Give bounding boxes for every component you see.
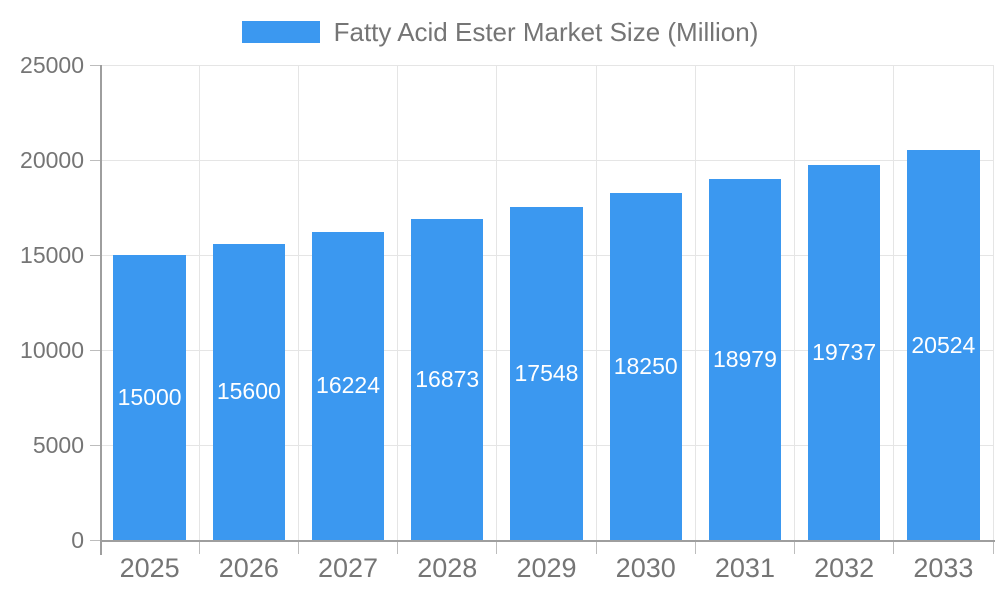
gridline-vertical [198, 65, 200, 540]
x-axis-tick-label: 2031 [714, 553, 775, 583]
x-axis-tick [595, 540, 597, 554]
x-axis-tick-label: 2025 [119, 553, 180, 583]
bar: 20524 [907, 150, 980, 540]
bar-value-label: 18979 [712, 346, 777, 373]
gridline-vertical [297, 65, 299, 540]
x-axis-tick [893, 540, 895, 554]
gridline-vertical [794, 65, 796, 540]
x-axis-line [100, 540, 995, 542]
y-axis-tick-label: 5000 [32, 432, 84, 458]
legend-swatch[interactable] [241, 21, 320, 43]
bar: 18979 [708, 179, 782, 540]
x-axis-tick-label: 2032 [814, 553, 875, 583]
x-axis-tick [297, 540, 299, 554]
bar-value-label: 16873 [415, 366, 480, 393]
x-axis-tick-label: 2033 [913, 553, 974, 583]
bar-value-label: 15600 [216, 378, 281, 405]
bar: 15000 [113, 255, 186, 540]
y-axis-tick-label: 15000 [20, 242, 84, 268]
bar-value-label: 17548 [514, 359, 579, 386]
gridline-horizontal [100, 64, 993, 66]
bar: 17548 [510, 206, 583, 540]
gridline-horizontal [100, 159, 993, 161]
x-axis-tick [198, 540, 200, 554]
y-axis-tick [90, 349, 100, 351]
x-axis-tick [694, 540, 696, 554]
y-axis-tick [90, 159, 100, 161]
legend: Fatty Acid Ester Market Size (Million) [0, 18, 1000, 46]
y-axis-tick [90, 64, 100, 66]
x-axis-tick [496, 540, 498, 554]
gridline-vertical [694, 65, 696, 540]
x-axis-tick-label: 2027 [318, 553, 379, 583]
y-axis-tick [90, 254, 100, 256]
bar: 16224 [311, 231, 385, 540]
y-axis-tick [90, 539, 100, 541]
x-axis-tick-label: 2026 [218, 553, 279, 583]
x-axis-tick-label: 2028 [417, 553, 478, 583]
x-axis-tick-label: 2029 [516, 553, 577, 583]
x-axis-tick [992, 540, 994, 554]
gridline-vertical [397, 65, 399, 540]
bar: 18250 [609, 193, 682, 540]
legend-label[interactable]: Fatty Acid Ester Market Size (Million) [333, 17, 759, 47]
y-axis-tick-label: 10000 [20, 337, 84, 363]
bar-value-label: 19737 [812, 338, 877, 365]
gridline-vertical [992, 65, 994, 540]
x-axis-tick [794, 540, 796, 554]
gridline-vertical [893, 65, 895, 540]
y-axis-tick [90, 444, 100, 446]
gridline-vertical [595, 65, 597, 540]
bar-value-label: 18250 [613, 353, 678, 380]
bar-value-label: 16224 [316, 372, 381, 399]
bar-value-label: 20524 [911, 331, 976, 358]
bar-value-label: 15000 [117, 384, 182, 410]
bar: 19737 [807, 164, 881, 540]
y-axis-tick-label: 0 [71, 527, 84, 553]
y-axis-tick-label: 25000 [20, 52, 84, 78]
x-axis-tick-label: 2030 [615, 553, 676, 583]
gridline-vertical [496, 65, 498, 540]
bar: 16873 [411, 219, 484, 540]
y-axis-tick-label: 20000 [20, 147, 84, 173]
bar: 15600 [212, 243, 286, 540]
x-axis-tick [397, 540, 399, 554]
y-axis-line [100, 65, 102, 555]
